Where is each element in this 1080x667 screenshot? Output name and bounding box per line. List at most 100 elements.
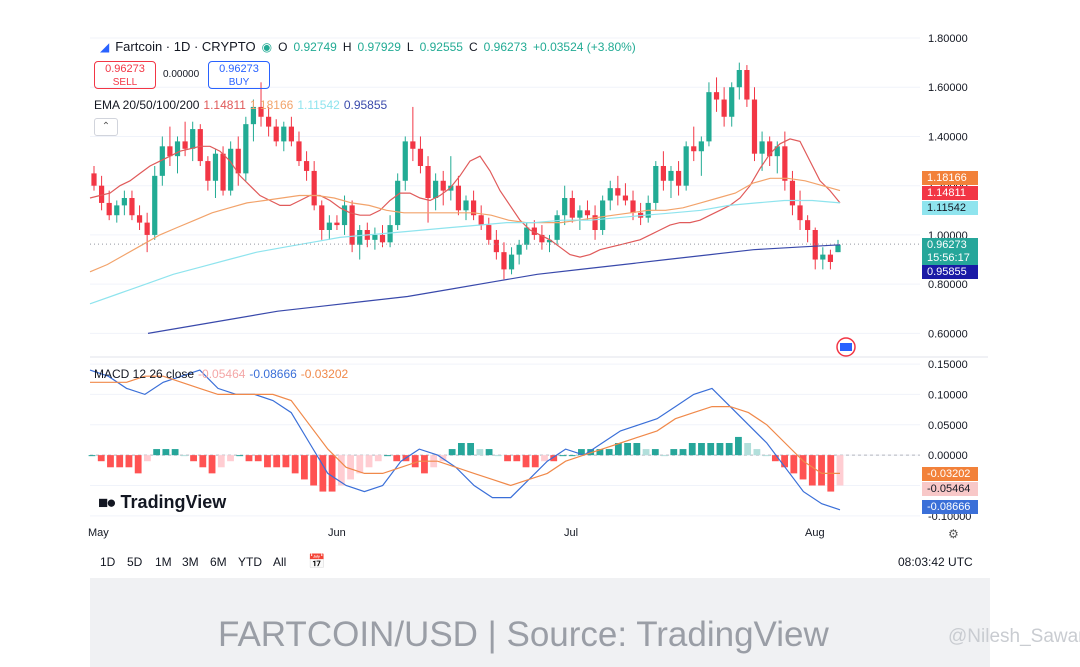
- macd-histogram-bar: [282, 455, 290, 468]
- candle-body: [349, 205, 355, 245]
- candle-body: [357, 230, 363, 245]
- macd-histogram-bar: [716, 443, 724, 456]
- timeframe-3m[interactable]: 3M: [182, 555, 199, 569]
- timeframe-1m[interactable]: 1M: [155, 555, 172, 569]
- macd-tick-label: 0.00000: [928, 450, 968, 462]
- utc-clock[interactable]: 08:03:42 UTC: [898, 555, 973, 569]
- macd-histogram-bar: [799, 455, 807, 480]
- buy-button[interactable]: 0.96273 BUY: [208, 61, 270, 89]
- macd-histogram-bar: [180, 455, 188, 457]
- candle-body: [493, 239, 499, 253]
- macd-histogram-bar: [568, 455, 576, 457]
- date-range-icon[interactable]: 📅: [308, 553, 326, 569]
- macd-histogram-bar: [578, 449, 585, 456]
- market-status-icon: ◉: [261, 39, 273, 54]
- macd-histogram-bar: [762, 455, 770, 457]
- image-caption: FARTCOIN/USD | Source: TradingView: [218, 615, 829, 654]
- candle-body: [653, 166, 659, 203]
- candle-body: [417, 148, 424, 166]
- macd-histogram-bar: [753, 449, 761, 456]
- tradingview-logo[interactable]: ■● TradingView: [98, 492, 226, 513]
- ema-line-ema200: [147, 244, 841, 334]
- candle-body: [182, 141, 188, 149]
- candle-body: [455, 185, 462, 211]
- macd-histogram-bar: [698, 443, 705, 456]
- macd-histogram-bar: [421, 455, 428, 474]
- price-chart[interactable]: 1.800001.600001.400001.200001.000000.800…: [89, 33, 988, 358]
- close-value: 0.96273: [483, 39, 528, 54]
- candle-body: [448, 185, 454, 191]
- macd-histogram-bar: [725, 443, 733, 456]
- macd-histogram-bar: [125, 455, 133, 468]
- candle-body: [220, 153, 226, 191]
- macd-histogram-bar: [707, 443, 715, 456]
- candle-body: [584, 210, 591, 216]
- candle-body: [440, 180, 446, 191]
- ema20-value: 1.14811: [203, 98, 246, 112]
- candle-body: [303, 161, 310, 171]
- candle-body: [713, 92, 720, 100]
- candle-body: [190, 129, 196, 149]
- macd-histogram-bar: [365, 455, 373, 468]
- timeframe-ytd[interactable]: YTD: [238, 555, 262, 569]
- settings-gear-icon[interactable]: ⚙: [948, 527, 959, 541]
- macd-legend[interactable]: MACD 12 26 close -0.05464 -0.08666 -0.03…: [94, 367, 348, 381]
- candle-body: [691, 146, 697, 152]
- candle-body: [759, 141, 765, 154]
- macd-histogram-bar: [356, 455, 364, 474]
- candle-body: [387, 225, 393, 243]
- candle-body: [319, 205, 325, 230]
- candle-body: [144, 222, 150, 235]
- timeframe-1d[interactable]: 1D: [100, 555, 116, 569]
- candle-body: [98, 185, 105, 203]
- change-value: +0.03524 (+3.80%): [533, 39, 636, 54]
- candle-body: [288, 126, 294, 142]
- ema-legend[interactable]: EMA 20/50/100/200 1.14811 1.18166 1.1154…: [94, 98, 387, 112]
- close-key: C: [468, 39, 478, 54]
- candle-body: [721, 99, 727, 117]
- candle-body: [129, 198, 135, 216]
- candle-body: [675, 170, 682, 186]
- symbol-title[interactable]: Fartcoin · 1D · CRYPTO: [115, 39, 256, 54]
- timeframe-5d[interactable]: 5D: [127, 555, 143, 569]
- collapse-legend-button[interactable]: ⌃: [94, 118, 118, 136]
- macd-signal-line: [90, 375, 840, 487]
- x-tick-may: May: [88, 527, 109, 539]
- macd-histogram-bar: [144, 455, 151, 462]
- macd-histogram-bar: [467, 443, 475, 456]
- x-tick-jul: Jul: [564, 527, 579, 539]
- candle-body: [782, 146, 788, 181]
- macd-histogram-bar: [661, 455, 668, 457]
- candle-body: [433, 180, 439, 198]
- macd-histogram-bar: [319, 455, 327, 492]
- candle-body: [425, 166, 431, 198]
- candle-body: [516, 244, 522, 255]
- macd-histogram-bar: [808, 455, 816, 486]
- candle-body: [607, 188, 613, 201]
- macd-tick-label: 0.15000: [928, 359, 968, 371]
- author-watermark: @Nilesh_Sawant: [948, 626, 1080, 647]
- candle-body: [281, 126, 287, 142]
- ema50-price-tag: 1.18166: [922, 171, 978, 185]
- candle-body: [311, 170, 317, 206]
- candle-body: [470, 200, 477, 216]
- ema-line-ema100: [89, 199, 841, 305]
- timeframe-all[interactable]: All: [273, 555, 287, 569]
- macd-label: MACD 12 26 close: [94, 367, 195, 381]
- candle-body: [486, 225, 492, 240]
- macd-tick-label: 0.10000: [928, 389, 968, 401]
- candle-body: [273, 126, 279, 142]
- macd-histogram-bar: [217, 455, 225, 468]
- candle-body: [729, 87, 735, 117]
- candle-body: [205, 161, 211, 181]
- sell-button[interactable]: 0.96273 SELL: [94, 61, 156, 89]
- candle-body: [106, 202, 112, 216]
- macd-signal-tag: -0.03202: [922, 467, 978, 481]
- candle-body: [334, 222, 340, 226]
- macd-histogram-bar: [771, 455, 779, 462]
- timeframe-6m[interactable]: 6M: [210, 555, 227, 569]
- macd-histogram-bar: [485, 449, 493, 456]
- macd-histogram-bar: [836, 455, 844, 486]
- macd-histogram-bar: [818, 455, 825, 486]
- candle-body: [554, 215, 560, 240]
